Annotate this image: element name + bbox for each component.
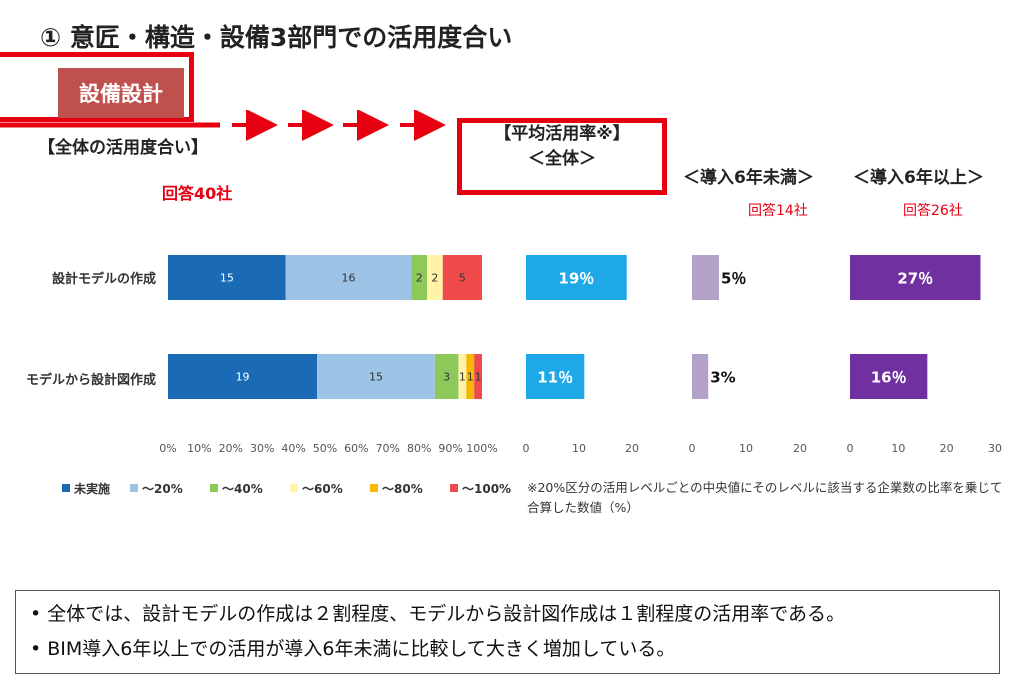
legend-label: ～40% — [222, 482, 263, 496]
segment-value-label: 1 — [459, 371, 466, 384]
average-section-label: 【平均活用率※】 ＜全体＞ — [457, 122, 667, 172]
x-tick-label: 100% — [466, 442, 497, 455]
bar — [526, 255, 627, 300]
stacked-bar-segment — [442, 255, 482, 300]
x-tick-label: 40% — [281, 442, 305, 455]
legend-label: ～80% — [382, 482, 423, 496]
x-tick-label: 10% — [187, 442, 211, 455]
legend-label: ～60% — [302, 482, 343, 496]
bar-value-label: 27％ — [897, 270, 933, 288]
average-label-line2: ＜全体＞ — [528, 149, 596, 169]
x-tick-label: 10 — [891, 442, 905, 455]
overall-section-label: 【全体の活用度合い】 — [38, 138, 208, 158]
charts-area: 15 16 2 2 519 15 3 1 1 10% 10% 20% 30% 40% 50% 60% 70% 80… — [62, 255, 1002, 496]
segment-value-label: 1 — [467, 371, 474, 384]
x-tick-label: 0 — [689, 442, 696, 455]
stacked-bar-segment — [458, 354, 467, 399]
stacked-bar-segment — [168, 354, 318, 399]
highlight-frame-average — [457, 118, 667, 195]
summary-item: 全体では、設計モデルの作成は２割程度、モデルから設計図作成は１割程度の活用率であ… — [30, 597, 985, 632]
segment-value-label: 2 — [416, 272, 423, 285]
segment-value-label: 15 — [369, 371, 383, 384]
segment-value-label: 16 — [342, 272, 356, 285]
row-label-drawing: モデルから設計図作成 — [25, 373, 156, 388]
x-tick-label: 80% — [407, 442, 431, 455]
x-tick-label: 30% — [250, 442, 274, 455]
x-tick-label: 0 — [847, 442, 854, 455]
legend-label: ～20% — [142, 482, 183, 496]
bar — [526, 354, 585, 399]
ge6-section-label: ＜導入6年以上＞ — [853, 168, 984, 188]
bar-value-label: 19％ — [558, 270, 594, 288]
ge6-response-count: 回答26社 — [903, 203, 963, 219]
progress-arrows — [0, 110, 446, 141]
bar-value-label: 5％ — [721, 270, 746, 288]
summary-item: BIM導入6年以上での活用が導入6年未満に比較して大きく増加している。 — [30, 632, 985, 667]
stacked-bar-segment — [474, 354, 482, 399]
bar — [692, 255, 719, 300]
stacked-bar-segment — [466, 354, 475, 399]
x-tick-label: 0 — [523, 442, 530, 455]
segment-value-label: 5 — [459, 272, 466, 285]
x-tick-label: 20 — [940, 442, 954, 455]
stacked-bar-segment — [285, 255, 412, 300]
stacked-bar-segment — [168, 255, 286, 300]
legend-label: 未実施 — [73, 481, 110, 496]
category-badge: 設備設計 — [58, 68, 184, 118]
x-tick-label: 50% — [313, 442, 337, 455]
legend-swatch — [210, 484, 218, 492]
lt6-section-label: ＜導入6年未満＞ — [683, 168, 814, 188]
segment-value-label: 1 — [475, 371, 482, 384]
stacked-bar-segment — [427, 255, 443, 300]
legend-swatch — [370, 484, 378, 492]
bar — [850, 255, 981, 300]
x-tick-label: 10 — [739, 442, 753, 455]
x-tick-label: 10 — [572, 442, 586, 455]
x-tick-label: 0% — [159, 442, 176, 455]
x-tick-label: 30 — [988, 442, 1002, 455]
segment-value-label: 3 — [443, 371, 450, 384]
legend-swatch — [130, 484, 138, 492]
overall-response-count: 回答40社 — [162, 184, 233, 203]
x-tick-label: 70% — [376, 442, 400, 455]
stacked-bar-segment — [411, 255, 428, 300]
summary-box: 全体では、設計モデルの作成は２割程度、モデルから設計図作成は１割程度の活用率であ… — [15, 590, 1000, 674]
x-tick-label: 90% — [438, 442, 462, 455]
stacked-bar-segment — [434, 354, 459, 399]
x-tick-label: 20% — [219, 442, 243, 455]
x-tick-label: 20 — [625, 442, 639, 455]
stacked-bar-segment — [317, 354, 435, 399]
footnote: ※20%区分の活用レベルごとの中央値にそのレベルに該当する企業数の比率を乗じて合… — [527, 480, 1003, 515]
legend-swatch — [290, 484, 298, 492]
bar-value-label: 3% — [710, 369, 735, 387]
bar-value-label: 16％ — [871, 369, 907, 387]
row-label-model: 設計モデルの作成 — [51, 272, 156, 287]
legend-swatch — [450, 484, 458, 492]
x-tick-label: 60% — [344, 442, 368, 455]
page-title: ① 意匠・構造・設備3部門での活用度合い — [40, 23, 513, 52]
legend-swatch — [62, 484, 70, 492]
bar — [692, 354, 709, 399]
legend-label: ～100% — [462, 482, 511, 496]
bar — [850, 354, 928, 399]
segment-value-label: 19 — [236, 371, 250, 384]
bar-value-label: 11％ — [537, 369, 573, 387]
lt6-response-count: 回答14社 — [748, 203, 808, 219]
highlight-frame-left — [0, 52, 194, 122]
segment-value-label: 15 — [220, 272, 234, 285]
segment-value-label: 2 — [431, 272, 438, 285]
average-label-line1: 【平均活用率※】 — [494, 124, 630, 144]
x-tick-label: 20 — [793, 442, 807, 455]
